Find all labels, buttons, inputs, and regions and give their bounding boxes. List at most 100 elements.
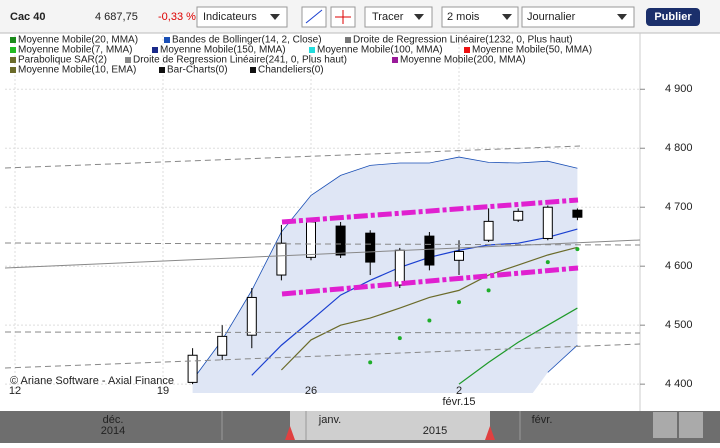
legend-swatch (345, 37, 351, 43)
navigator-window[interactable] (290, 411, 490, 440)
period-select[interactable] (441, 6, 519, 28)
window-handle[interactable] (485, 426, 495, 440)
x-tick-label: 26 (305, 385, 317, 397)
year-label: 2014 (101, 425, 125, 437)
legend-label: Moyenne Mobile(20, MMA) (18, 35, 138, 46)
symbol: Cac 40 (10, 11, 45, 23)
legend-swatch (464, 47, 470, 53)
candle-body (483, 220, 494, 241)
candle-body (394, 249, 405, 286)
regression-line (5, 242, 640, 246)
change: -0,33 % (158, 11, 196, 23)
legend-swatch (164, 37, 170, 43)
legend-swatch (152, 47, 158, 53)
interval-label: Journalier (527, 11, 576, 23)
zoom-button[interactable] (653, 412, 677, 438)
channel-line (281, 265, 579, 297)
y-tick-label: 4 500 (665, 319, 693, 331)
candle-body (276, 242, 287, 276)
legend-label: Moyenne Mobile(10, EMA) (18, 65, 136, 76)
sar-dot (575, 247, 580, 252)
draw-button[interactable] (364, 6, 433, 28)
legend-label: Moyenne Mobile(7, MMA) (18, 45, 132, 56)
regression-line (5, 239, 640, 269)
indicators-label: Indicateurs (203, 11, 257, 23)
legend-swatch (159, 67, 165, 73)
x-tick-label: 19 (157, 385, 169, 397)
regression-line (5, 343, 640, 369)
candle-body (424, 235, 435, 266)
legend-swatch (10, 67, 16, 73)
band-lower (547, 344, 578, 373)
dropdown-arrow (617, 14, 627, 20)
legend-label: Bandes de Bollinger(14, 2, Close) (172, 35, 322, 46)
candle-body (217, 335, 228, 356)
draw-label: Tracer (372, 11, 404, 23)
candle-body (572, 209, 583, 218)
month-label: déc. (103, 414, 124, 426)
legend-label: Moyenne Mobile(200, MMA) (400, 55, 526, 66)
overlay-line (280, 246, 578, 371)
legend-swatch (10, 37, 16, 43)
x-tick-label: 2 févr.15 (442, 385, 475, 408)
year-label: 2015 (423, 425, 447, 437)
drawings (5, 145, 640, 369)
month-label: janv. (318, 414, 341, 426)
candle-body (454, 250, 464, 261)
regression-line (5, 145, 581, 169)
candle-body (365, 232, 376, 263)
overlay-line (251, 228, 578, 376)
candle-body (542, 206, 553, 239)
y-tick-label: 4 600 (665, 260, 693, 272)
publish-label: Publier (654, 11, 692, 23)
band-upper (192, 156, 578, 381)
hline-icon (335, 10, 351, 24)
legend-label: Bar-Charts(0) (167, 65, 228, 76)
legend-swatch (250, 67, 256, 73)
legend-label: Parabolique SAR(2) (18, 55, 107, 66)
publish-button[interactable] (646, 8, 700, 26)
zoom-button[interactable] (679, 412, 703, 438)
legend-swatch (309, 47, 315, 53)
plot-area (5, 35, 640, 393)
sar-dot (368, 360, 373, 365)
price: 4 687,75 (95, 11, 138, 23)
legend-label: Droite de Regression Linéaire(241, 0, Pl… (133, 55, 347, 66)
dropdown-arrow (270, 14, 280, 20)
dropdown-arrow (502, 14, 512, 20)
legend-swatch (10, 57, 16, 63)
window-handle[interactable] (285, 426, 295, 440)
indicators-button[interactable] (196, 6, 288, 28)
channel-line (281, 197, 579, 225)
legend-swatch (125, 57, 131, 63)
legend-label: Moyenne Mobile(150, MMA) (160, 45, 286, 56)
legend-swatch (392, 57, 398, 63)
legend-label: Moyenne Mobile(100, MMA) (317, 45, 443, 56)
y-tick-label: 4 400 (665, 378, 693, 390)
regression-line (5, 331, 640, 334)
candle-body (306, 221, 316, 258)
legend-label: Droite de Regression Linéaire(1232, 0, P… (353, 35, 573, 46)
candle-body (513, 210, 524, 221)
channel (281, 197, 579, 297)
sar-dot (397, 336, 402, 341)
band-fill (192, 157, 578, 393)
y-tick-label: 4 800 (665, 142, 693, 154)
legend-label: Chandeliers(0) (258, 65, 324, 76)
interval-select[interactable] (521, 6, 635, 28)
overlay-line (458, 307, 578, 385)
legend-swatch (10, 47, 16, 53)
sar-dot (427, 318, 432, 323)
candle-body (335, 225, 346, 256)
candle-body (187, 354, 198, 383)
month-label: févr. (532, 414, 553, 426)
period-label: 2 mois (447, 11, 480, 23)
y-tick-label: 4 900 (665, 83, 693, 95)
dropdown-arrow (414, 14, 424, 20)
sar-dot (545, 260, 550, 265)
legend-label: Moyenne Mobile(50, MMA) (472, 45, 592, 56)
x-tick-label: 12 (9, 385, 21, 397)
sar-dot (457, 300, 461, 305)
sar-dot (486, 288, 491, 293)
